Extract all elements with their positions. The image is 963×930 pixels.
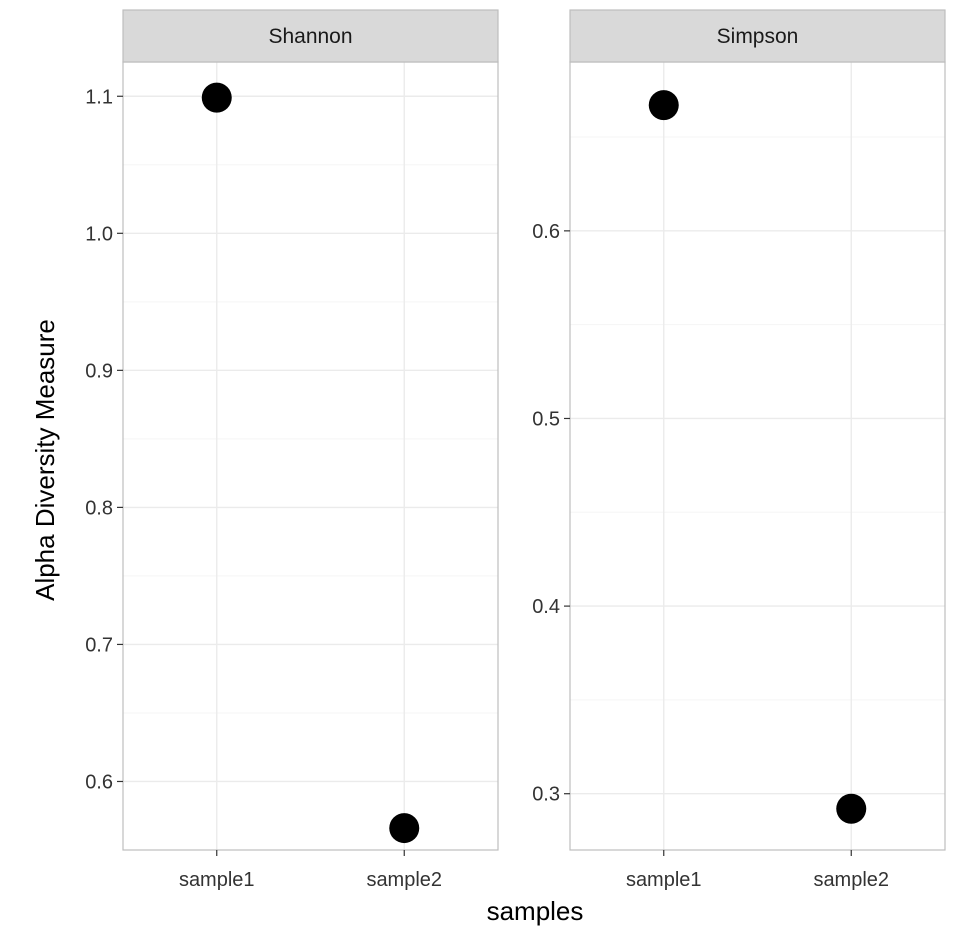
y-tick-label: 1.0 bbox=[85, 223, 113, 245]
panel-background bbox=[570, 62, 945, 850]
y-tick-label: 0.6 bbox=[532, 221, 560, 243]
y-tick-label: 0.8 bbox=[85, 497, 113, 519]
facet-strip-label: Shannon bbox=[268, 25, 352, 48]
panel-background bbox=[123, 62, 498, 850]
y-tick-label: 0.9 bbox=[85, 360, 113, 382]
facet-strip bbox=[569, 9, 946, 63]
data-point-sample2 bbox=[836, 793, 867, 824]
panel-simpson: Simpson 0.3 0.4 0.5 0.6 sample1 sample2 bbox=[532, 9, 946, 891]
x-tick-label: sample2 bbox=[366, 869, 442, 891]
y-tick-label: 0.7 bbox=[85, 634, 113, 656]
data-point-sample1 bbox=[648, 90, 679, 121]
panel-shannon: Shannon 0.6 0.7 0.8 0.9 1.0 1.1 sample1 sample2 bbox=[85, 9, 499, 891]
y-axis-title: Alpha Diversity Measure bbox=[30, 319, 60, 601]
x-tick-label: sample1 bbox=[179, 869, 255, 891]
data-point-sample1 bbox=[201, 82, 232, 113]
y-tick-label: 0.5 bbox=[532, 408, 560, 430]
facet-strip-label: Simpson bbox=[717, 25, 799, 48]
x-tick-label: sample1 bbox=[626, 869, 702, 891]
y-tick-label: 1.1 bbox=[85, 86, 113, 108]
facet-strip bbox=[122, 9, 499, 63]
y-tick-label: 0.3 bbox=[532, 784, 560, 806]
x-tick-label: sample2 bbox=[813, 869, 889, 891]
y-tick-label: 0.4 bbox=[532, 596, 560, 618]
x-axis-title: samples bbox=[487, 896, 584, 926]
data-point-sample2 bbox=[389, 813, 420, 844]
y-tick-label: 0.6 bbox=[85, 771, 113, 793]
